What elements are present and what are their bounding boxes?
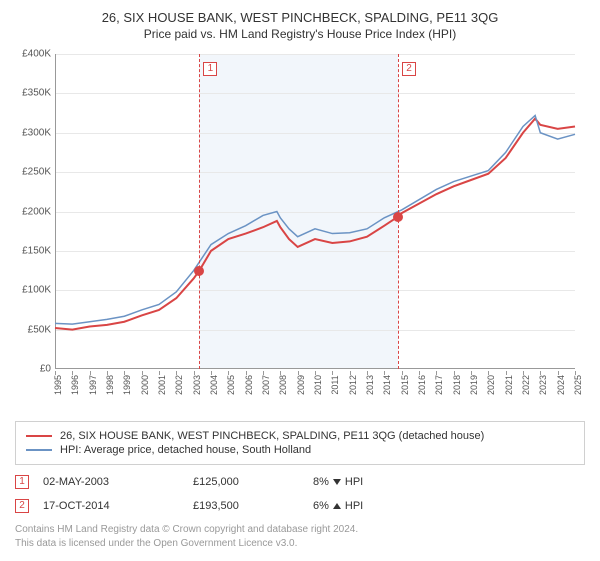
x-tick-label: 2013 (365, 375, 375, 395)
x-tick-label: 1999 (122, 375, 132, 395)
delta-suffix: HPI (345, 476, 363, 488)
x-tick-label: 2011 (330, 375, 340, 394)
x-tick-label: 2021 (504, 375, 514, 395)
legend-swatch (26, 435, 52, 437)
y-axis: £0£50K£100K£150K£200K£250K£300K£350K£400… (15, 54, 55, 369)
footer-attribution: Contains HM Land Registry data © Crown c… (15, 523, 585, 551)
legend-label: HPI: Average price, detached house, Sout… (60, 444, 311, 456)
legend-item: 26, SIX HOUSE BANK, WEST PINCHBECK, SPAL… (26, 430, 574, 442)
x-tick-label: 2016 (417, 375, 427, 395)
x-tick-label: 2014 (382, 375, 392, 395)
x-tick-label: 2020 (486, 375, 496, 395)
y-tick-label: £100K (22, 285, 51, 296)
sale-row-delta: 6% HPI (313, 500, 433, 512)
sale-vline (199, 54, 200, 369)
sale-row-marker: 2 (15, 499, 29, 513)
x-tick-label: 1998 (105, 375, 115, 395)
legend: 26, SIX HOUSE BANK, WEST PINCHBECK, SPAL… (15, 421, 585, 465)
footer-line2: This data is licensed under the Open Gov… (15, 537, 585, 551)
sales-table: 1 02-MAY-2003£125,0008% HPI 2 17-OCT-2014£19… (15, 475, 585, 513)
y-tick-label: £150K (22, 245, 51, 256)
chart-title: 26, SIX HOUSE BANK, WEST PINCHBECK, SPAL… (15, 10, 585, 25)
sale-marker: 2 (402, 62, 416, 76)
x-tick-label: 2004 (209, 375, 219, 395)
delta-pct: 8% (313, 476, 329, 488)
legend-swatch (26, 449, 52, 451)
x-axis: 1995 1996 1997 1998 1999 2000 2001 2002 2003 2004… (55, 371, 575, 401)
x-tick-label: 2019 (469, 375, 479, 395)
x-tick-label: 2024 (556, 375, 566, 395)
sale-row-price: £125,000 (193, 476, 313, 488)
x-tick-label: 1997 (88, 375, 98, 395)
x-tick-label: 2007 (261, 375, 271, 395)
series-line (55, 119, 575, 330)
y-tick-label: £350K (22, 88, 51, 99)
sale-row-price: £193,500 (193, 500, 313, 512)
x-tick-label: 2009 (296, 375, 306, 395)
x-tick-label: 2023 (538, 375, 548, 395)
x-tick-label: 2006 (244, 375, 254, 395)
x-tick-label: 2025 (573, 375, 583, 395)
sale-point-dot (194, 266, 204, 276)
plot-area: 12 (55, 54, 575, 369)
y-tick-label: £250K (22, 167, 51, 178)
series-line (55, 115, 575, 324)
x-tick-label: 1995 (53, 375, 63, 395)
sale-row-date: 02-MAY-2003 (43, 476, 193, 488)
x-tick-label: 2022 (521, 375, 531, 395)
x-tick-label: 2003 (192, 375, 202, 395)
x-tick-label: 2010 (313, 375, 323, 395)
x-tick-label: 2017 (434, 375, 444, 395)
x-tick-label: 2008 (278, 375, 288, 395)
arrow-down-icon (333, 479, 341, 485)
line-series-svg (55, 54, 575, 369)
y-tick-label: £0 (40, 364, 51, 375)
sale-marker: 1 (203, 62, 217, 76)
x-tick-label: 2018 (452, 375, 462, 395)
sale-row-marker: 1 (15, 475, 29, 489)
y-tick-label: £50K (28, 324, 51, 335)
sale-point-dot (393, 212, 403, 222)
chart-area: £0 £50K £100K £150K £200K £250K £300K £350K £400… (15, 49, 585, 389)
delta-suffix: HPI (345, 500, 363, 512)
y-tick-label: £300K (22, 127, 51, 138)
sale-row: 1 02-MAY-2003£125,0008% HPI (15, 475, 585, 489)
y-tick-label: £200K (22, 206, 51, 217)
x-tick-label: 2005 (226, 375, 236, 395)
legend-item: HPI: Average price, detached house, Sout… (26, 444, 574, 456)
arrow-up-icon (333, 503, 341, 509)
chart-subtitle: Price paid vs. HM Land Registry's House … (15, 27, 585, 41)
sale-row: 2 17-OCT-2014£193,5006% HPI (15, 499, 585, 513)
delta-pct: 6% (313, 500, 329, 512)
x-tick-label: 2012 (348, 375, 358, 395)
x-tick-label: 2001 (157, 375, 167, 395)
x-tick-label: 1996 (70, 375, 80, 395)
chart-container: 26, SIX HOUSE BANK, WEST PINCHBECK, SPAL… (0, 0, 600, 561)
sale-row-date: 17-OCT-2014 (43, 500, 193, 512)
x-tick-label: 2002 (174, 375, 184, 395)
legend-label: 26, SIX HOUSE BANK, WEST PINCHBECK, SPAL… (60, 430, 484, 442)
footer-line1: Contains HM Land Registry data © Crown c… (15, 523, 585, 537)
x-tick-label: 2000 (140, 375, 150, 395)
x-tick-label: 2015 (400, 375, 410, 395)
y-tick-label: £400K (22, 49, 51, 60)
sale-row-delta: 8% HPI (313, 476, 433, 488)
